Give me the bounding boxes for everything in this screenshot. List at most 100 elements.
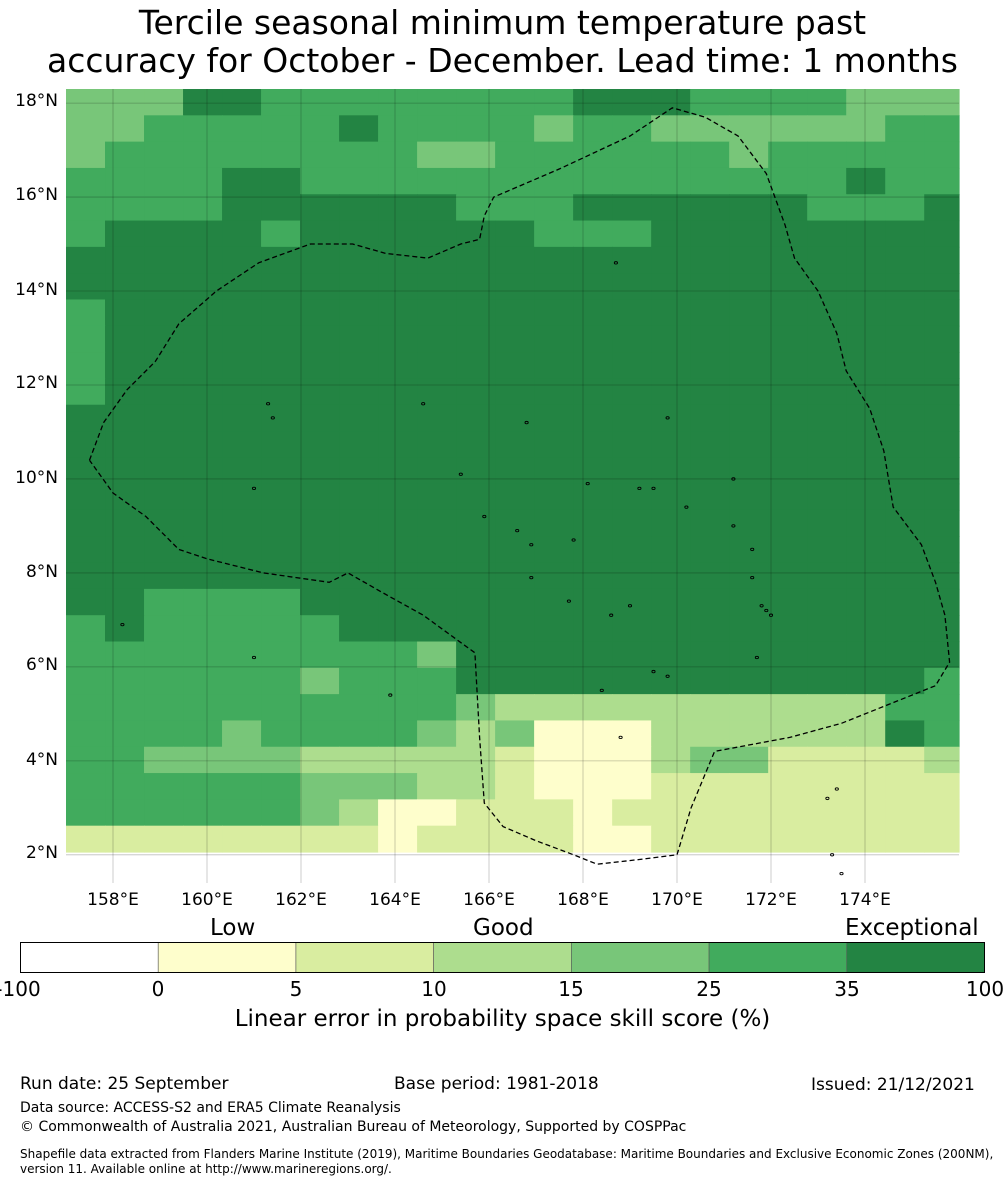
grid-cell xyxy=(690,641,730,669)
island-outline xyxy=(618,735,623,740)
grid-cell xyxy=(105,483,145,511)
grid-cell xyxy=(66,141,106,169)
grid-cell xyxy=(222,352,262,380)
grid-cell xyxy=(651,694,691,722)
grid-cell xyxy=(690,615,730,643)
grid-cell xyxy=(417,325,457,353)
grid-cell xyxy=(456,299,496,327)
grid-cell xyxy=(768,194,808,222)
grid-cell xyxy=(651,483,691,511)
grid-cell xyxy=(261,746,301,774)
grid-cell xyxy=(66,378,106,406)
lat-label-12n: 12°N xyxy=(15,373,58,393)
grid-cell xyxy=(846,825,886,853)
grid-cell xyxy=(183,799,223,827)
grid-cell xyxy=(885,273,925,301)
grid-cell xyxy=(612,588,652,616)
grid-cell xyxy=(105,115,145,143)
grid-cell xyxy=(105,825,145,853)
grid-cell xyxy=(339,325,379,353)
grid-cell xyxy=(846,562,886,590)
lon-label-160e: 160°E xyxy=(181,890,233,910)
grid-cell xyxy=(378,615,418,643)
run-date: Run date: 25 September xyxy=(20,1074,229,1094)
grid-cell xyxy=(573,457,613,485)
grid-cell xyxy=(261,720,301,748)
grid-cell xyxy=(690,667,730,695)
grid-cell xyxy=(495,773,535,800)
grid-cell xyxy=(339,378,379,406)
grid-cell xyxy=(807,615,847,643)
grid-cell xyxy=(612,325,652,353)
grid-cell xyxy=(729,194,769,222)
grid-cell xyxy=(768,799,808,827)
grid-cell xyxy=(768,483,808,511)
grid-cell xyxy=(183,667,223,695)
grid-cell xyxy=(768,773,808,800)
grid-cell xyxy=(456,562,496,590)
grid-cell xyxy=(495,694,535,722)
grid-cell xyxy=(144,641,184,669)
grid-cell xyxy=(183,457,223,485)
grid-cell xyxy=(612,667,652,695)
island-outline xyxy=(839,871,844,876)
colorbar-tick-25: 25 xyxy=(696,977,722,1001)
grid-cell xyxy=(573,246,613,274)
grid-cell xyxy=(573,273,613,301)
grid-cell xyxy=(495,562,535,590)
grid-cell xyxy=(846,404,886,432)
grid-cell xyxy=(183,89,223,116)
lat-label-4n: 4°N xyxy=(25,750,58,770)
grid-cell xyxy=(456,536,496,564)
grid-cell xyxy=(183,483,223,511)
grid-cell xyxy=(66,720,106,748)
grid-cell xyxy=(690,773,730,800)
grid-cell xyxy=(768,378,808,406)
grid-cell xyxy=(495,89,535,116)
grid-cell xyxy=(612,220,652,248)
grid-cell xyxy=(807,194,847,222)
grid-cell xyxy=(534,167,574,195)
grid-cell xyxy=(534,615,574,643)
grid-cell xyxy=(417,457,457,485)
lat-label-10n: 10°N xyxy=(15,468,58,488)
grid-cell xyxy=(846,720,886,748)
grid-cell xyxy=(261,352,301,380)
grid-cell xyxy=(105,325,145,353)
grid-cell xyxy=(768,641,808,669)
grid-cell xyxy=(300,431,340,458)
grid-cell xyxy=(534,588,574,616)
grid-cell xyxy=(339,141,379,169)
grid-cell xyxy=(612,194,652,222)
grid-cell xyxy=(768,299,808,327)
grid-cell xyxy=(534,509,574,537)
grid-cell xyxy=(261,641,301,669)
grid-cell xyxy=(378,562,418,590)
grid-cell xyxy=(222,746,262,774)
grid-cell xyxy=(456,378,496,406)
grid-cell xyxy=(651,352,691,380)
grid-cell xyxy=(885,615,925,643)
grid-cell xyxy=(573,89,613,116)
grid-cell xyxy=(885,141,925,169)
grid-cell xyxy=(846,115,886,143)
grid-cell xyxy=(261,773,301,800)
grid-cell xyxy=(456,746,496,774)
grid-cell xyxy=(222,588,262,616)
grid-cell xyxy=(456,273,496,301)
grid-cell xyxy=(534,720,574,748)
grid-cell xyxy=(222,457,262,485)
grid-cell xyxy=(495,325,535,353)
grid-cell xyxy=(339,404,379,432)
grid-cell xyxy=(612,246,652,274)
grid-cell xyxy=(651,273,691,301)
grid-cell xyxy=(612,431,652,458)
grid-cell xyxy=(924,378,960,406)
grid-cell xyxy=(105,588,145,616)
grid-cell xyxy=(456,325,496,353)
grid-cell xyxy=(378,825,418,853)
grid-cell xyxy=(807,115,847,143)
grid-cell xyxy=(378,799,418,827)
grid-cell xyxy=(105,273,145,301)
grid-cell xyxy=(846,378,886,406)
